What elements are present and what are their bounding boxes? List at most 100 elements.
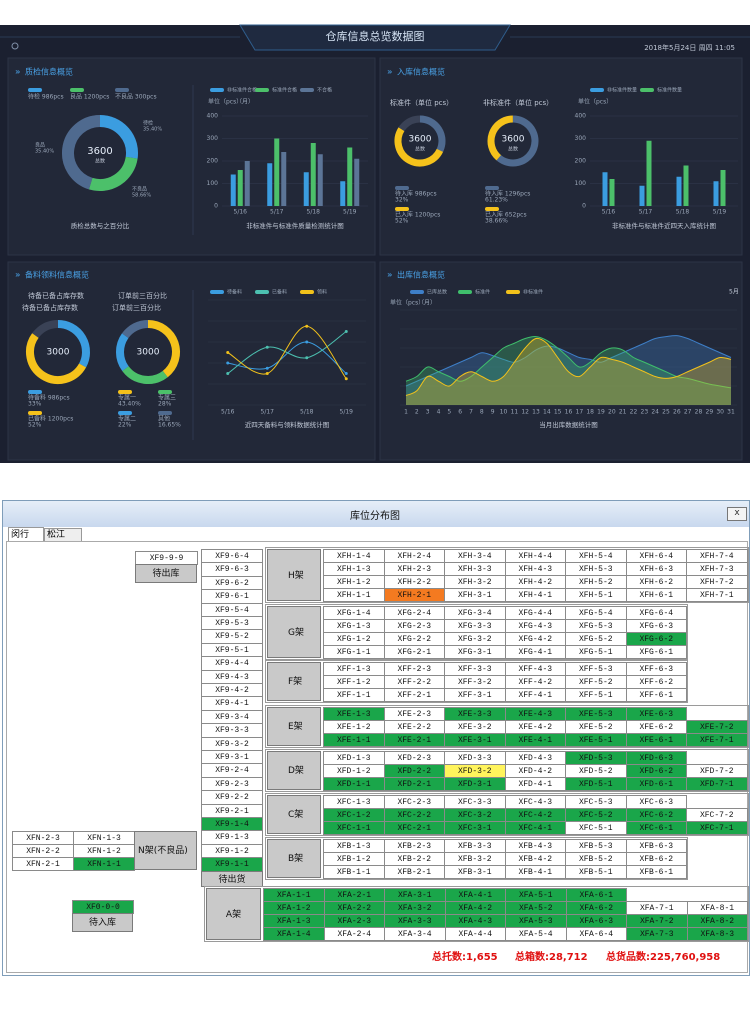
line [405,337,732,396]
x-tick-label: 23 [641,409,649,416]
location-cell: XFE-6-1 [625,733,687,747]
location-cell: XFC-4-1 [504,821,566,835]
location-cell: XFA-3-4 [384,927,446,941]
location-cell: XFA-4-2 [444,901,506,915]
x-tick-label: 3 [426,409,430,416]
legend-label: 良品 1200pcs [70,93,109,101]
location-cell: XFD-4-3 [504,751,566,765]
location-cell: XFH-7-3 [686,562,748,576]
area [406,338,731,405]
close-button[interactable]: x [727,507,747,521]
y-tick-label: 300 [207,135,219,142]
location-cell: XFE-6-3 [625,707,687,721]
legend-label: 专属三 [158,394,176,402]
line [227,341,347,374]
location-cell: XFF-1-1 [323,688,385,702]
location-cell: XFE-3-2 [444,720,506,734]
location-cell: XFD-5-1 [565,777,627,791]
x-tick-label: 4 [437,409,441,416]
x-tick-label: 7 [469,409,473,416]
legend-swatch [485,207,499,211]
location-cell: XFA-3-3 [384,914,446,928]
unit-label: 单位（pcs） [208,98,242,106]
button: 待出货 [201,870,263,887]
location-cell: XFE-2-3 [383,707,445,721]
y-tick-label: 400 [575,113,587,120]
location-cell: XFC-3-2 [444,808,506,822]
donut-segment [394,127,444,167]
caption: 非标准件与标准件质量检测统计图 [246,221,344,230]
legend-value: 52% [28,422,42,429]
donut-segment [496,115,539,167]
point [265,345,269,349]
donut-center: 3000 [137,348,160,358]
bar [274,138,280,206]
x-tick-label: 5/17 [261,409,275,416]
unit-label: 单位（pcs） [390,299,424,307]
location-cell: XFG-4-1 [504,645,566,659]
legend-value: 38.66% [485,218,508,225]
location-cell: XFC-4-3 [504,795,566,809]
location-cell: XF9-3-1 [201,750,263,765]
location-cell: XFF-4-2 [504,675,566,689]
button: 待出库 [135,564,197,583]
location-cell: XFA-5-2 [505,901,567,915]
legend-label: 已库总数 [427,289,447,296]
donut-segment [57,320,90,368]
x-tick-label: 31 [727,409,735,416]
bar [310,143,316,206]
donut-center-sub: 总数 [508,146,518,153]
location-cell: XFH-6-2 [625,575,687,589]
legend-value: 43.40% [118,401,141,408]
legend-swatch [395,186,409,190]
bar [683,165,689,206]
x-tick-label: 5/18 [307,209,321,216]
donut-title: 非标准件（单位 pcs） [483,98,553,107]
location-cell: XFD-1-3 [323,751,385,765]
y-tick-label: 0 [214,203,218,210]
point [226,351,230,354]
legend-swatch [255,290,269,294]
bar [347,147,353,206]
x-tick-label: 14 [543,409,551,416]
total-label: 总箱数:28,712 [515,952,588,963]
location-cell: XFD-3-3 [444,751,506,765]
location-cell: XFC-2-2 [383,808,445,822]
location-cell: XFA-4-3 [444,914,506,928]
x-tick-label: 8 [480,409,484,416]
heading-icon: » [15,68,21,78]
location-cell: XFG-3-2 [444,632,506,646]
x-tick-label: 17 [576,409,584,416]
location-cell: XFD-2-3 [383,751,445,765]
x-tick-label: 5/18 [300,409,314,416]
location-cell: XFH-3-1 [444,588,506,602]
location-cell: XFC-1-2 [323,808,385,822]
location-cell: XFD-4-1 [504,777,566,791]
location-cell: XF9-4-3 [201,669,263,684]
location-cell: XFE-4-2 [504,720,566,734]
point [344,372,348,375]
location-cell: XFH-7-2 [686,575,748,589]
location-cell: XFA-2-2 [323,901,385,915]
donut-center-sub: 总数 [95,158,105,165]
legend-swatch [28,88,42,92]
location-cell: XFB-5-2 [565,852,627,866]
location-cell: XF9-1-3 [201,830,263,845]
location-cell: XFH-5-4 [565,549,627,563]
location-cell: XFD-2-2 [383,764,445,778]
bar [340,181,346,206]
panel [7,261,376,461]
legend-swatch [640,88,654,92]
tab[interactable]: 松江 [44,528,82,542]
legend-label: 不合格 [317,87,332,94]
panel [379,261,743,461]
rack-label: N架(不良品) [134,831,197,870]
location-cell: XFC-6-3 [625,795,687,809]
tab[interactable]: 闵行 [8,527,44,542]
donut-segment [88,156,138,191]
y-tick-label: 400 [207,113,219,120]
bar [303,172,309,206]
donut-segment [116,333,129,372]
period-label: （月） [418,300,436,307]
